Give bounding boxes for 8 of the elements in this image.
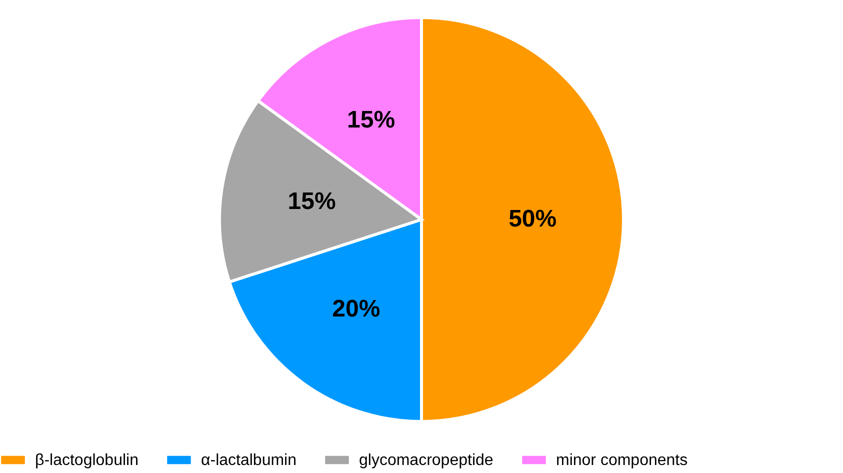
data-label: 50% <box>508 206 557 232</box>
data-label: 15% <box>347 106 396 134</box>
legend-label: α-lactalbumin <box>201 452 297 469</box>
legend-label: β-lactoglobulin <box>35 452 138 469</box>
legend-label: minor components <box>556 452 688 469</box>
legend-label: glycomacropeptide <box>359 452 494 469</box>
data-label: 15% <box>288 188 336 216</box>
data-label: 20% <box>332 295 380 322</box>
